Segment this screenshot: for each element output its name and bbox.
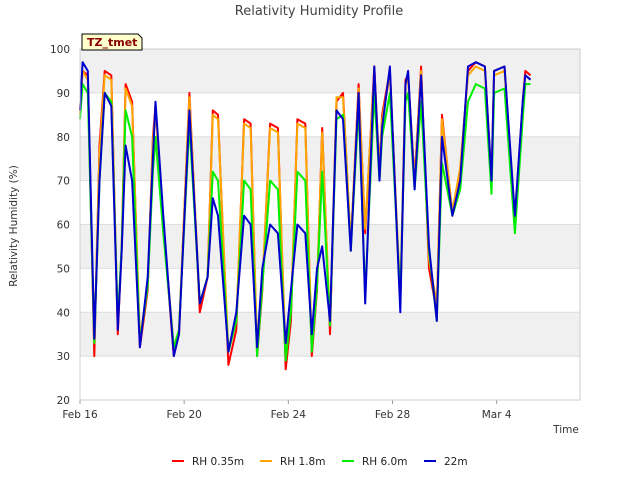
plot-frame <box>79 48 581 401</box>
badge: TZ_tmet <box>81 33 143 51</box>
y-axis-title: Relativity Humidity (%) <box>8 165 20 287</box>
legend-label-m22: 22m <box>444 456 468 468</box>
y-tick-label: 70 <box>57 176 70 188</box>
legend: RH 0.35m RH 1.8m RH 6.0m 22m <box>172 456 468 468</box>
y-tick-label: 50 <box>57 263 70 275</box>
badge-label: TZ_tmet <box>87 36 137 49</box>
y-tick-label: 80 <box>57 132 70 144</box>
y-tick-label: 40 <box>57 307 70 319</box>
legend-label-rh18: RH 1.8m <box>280 456 325 468</box>
y-tick-label: 100 <box>50 44 70 56</box>
x-tick-label: Feb 24 <box>271 409 307 421</box>
y-axis-ticks: 20 30 40 50 60 70 80 90 100 <box>50 44 70 407</box>
y-tick-label: 30 <box>57 351 70 363</box>
x-tick-label: Feb 28 <box>375 409 410 421</box>
legend-label-rh035: RH 0.35m <box>192 456 244 468</box>
y-tick-label: 20 <box>57 395 70 407</box>
x-axis-ticks: Feb 16 Feb 20 Feb 24 Feb 28 Mar 4 <box>62 400 512 421</box>
grid-band <box>80 224 580 269</box>
x-tick-label: Feb 20 <box>167 409 202 421</box>
series-line-m22 <box>79 61 532 358</box>
badge-box <box>81 33 143 51</box>
legend-label-rh60: RH 6.0m <box>362 456 407 468</box>
y-tick-label: 90 <box>57 88 70 100</box>
x-tick-label: Mar 4 <box>482 409 512 421</box>
series-lines <box>79 61 532 371</box>
y-tick-label: 60 <box>57 220 70 232</box>
x-axis-title: Time <box>552 424 579 436</box>
grid-band <box>80 136 580 181</box>
x-tick-label: Feb 16 <box>62 409 98 421</box>
grid-band <box>80 49 580 93</box>
chart-title: Relativity Humidity Profile <box>235 4 403 19</box>
